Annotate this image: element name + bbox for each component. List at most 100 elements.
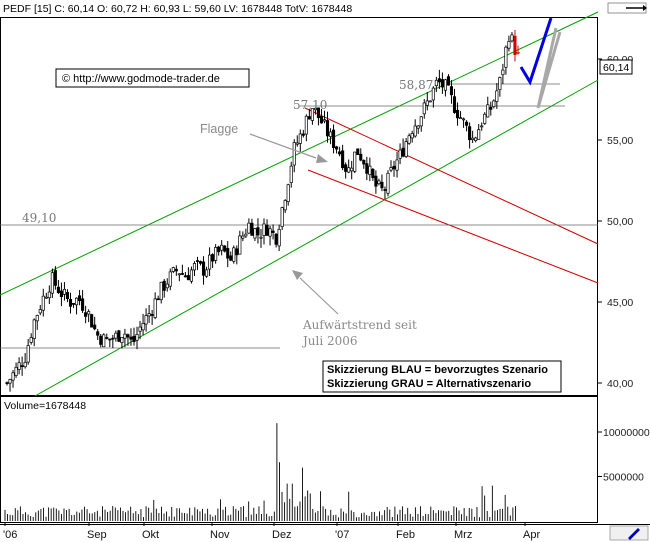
candle-body [195, 260, 200, 262]
candle-body [8, 379, 12, 384]
candle-body [84, 312, 88, 317]
candle-body [422, 102, 426, 115]
price-candles [5, 29, 520, 392]
last-price-text: 60,14 [603, 62, 629, 74]
candle-body [229, 255, 233, 261]
candle-body [356, 148, 360, 156]
candle-body [338, 151, 342, 155]
candle-body [413, 125, 417, 137]
flag-channel [304, 107, 599, 284]
candle-body [301, 133, 305, 136]
candle-body [298, 133, 302, 144]
candle-body [180, 273, 184, 275]
last-price-badge: 60,14 [599, 59, 633, 75]
candle-body [516, 51, 520, 54]
candle-body [253, 228, 257, 239]
candle-body [477, 129, 481, 140]
candle-body [310, 108, 314, 121]
scroll-right-control[interactable] [607, 2, 647, 14]
preferred-scenario-path [519, 17, 553, 86]
candle-body [117, 330, 121, 342]
candle-body [53, 270, 57, 286]
candle-body [226, 248, 230, 259]
candle-body [32, 319, 36, 339]
candle-body [108, 338, 112, 341]
flagge-label: Flagge [200, 122, 238, 136]
price-axis-label: 50,00 [607, 216, 633, 228]
candle-body [38, 309, 42, 314]
candle-body [513, 35, 517, 55]
channel-lower-line [34, 79, 599, 397]
candle-body [186, 275, 190, 281]
candle-body [459, 117, 463, 119]
flagge-arrow [249, 133, 328, 163]
date-axis-label: Mrz [454, 529, 472, 541]
candle-body [507, 41, 511, 49]
candle-body [23, 362, 27, 368]
date-axis-label: Feb [396, 529, 415, 541]
candle-body [165, 283, 169, 289]
candle-body [392, 165, 396, 170]
price-axis-label: 40,00 [607, 378, 633, 390]
candle-body [434, 79, 438, 87]
candle-body [177, 273, 181, 276]
candle-body [132, 335, 136, 342]
candle-body [99, 335, 103, 345]
drawing-tool-icon[interactable] [609, 525, 649, 541]
copyright-box: © http://www.godmode-trader.de [55, 68, 250, 88]
candle-body [102, 334, 106, 348]
candle-body [78, 295, 82, 302]
candle-body [129, 336, 133, 340]
candle-body [90, 314, 94, 328]
candle-body [123, 333, 127, 339]
candle-body [431, 87, 435, 101]
candle-body [17, 362, 21, 370]
candle-body [277, 229, 281, 247]
candle-body [220, 244, 224, 251]
candle-body [410, 133, 414, 139]
candle-body [489, 106, 493, 110]
candle-body [440, 79, 444, 88]
candle-body [211, 254, 215, 262]
candle-body [295, 142, 299, 145]
candle-body [159, 281, 163, 301]
candle-body [235, 248, 239, 256]
candle-body [189, 269, 193, 282]
candle-body [114, 332, 118, 339]
candle-body [135, 334, 139, 341]
candle-body [449, 86, 454, 96]
candle-body [474, 137, 478, 141]
candle-body [368, 165, 372, 176]
candle-body [232, 247, 236, 262]
candle-body [443, 79, 447, 91]
level-5710-label: 57,10 [293, 98, 327, 112]
alternative-scenario-path [536, 27, 562, 109]
candle-body [250, 222, 254, 236]
date-axis-label: '06 [3, 529, 17, 541]
channel-upper-line [0, 11, 599, 296]
uptrend-channel [0, 11, 599, 397]
date-axis-label: Sep [87, 529, 107, 541]
candle-body [11, 372, 15, 381]
candle-body [316, 107, 320, 119]
candle-body [280, 207, 284, 227]
candle-body [120, 337, 124, 344]
candle-body [492, 100, 496, 107]
candle-body [319, 116, 324, 124]
candle-body [198, 261, 203, 264]
candle-body [217, 246, 221, 253]
chart-header-text: PEDF [15] C: 60,14 O: 60,72 H: 60,93 L: … [3, 3, 352, 15]
candle-body [256, 227, 260, 236]
scenario-gray-text: Skizzierung GRAU = Alternativszenario [327, 378, 531, 390]
candle-body [26, 345, 30, 363]
level-4910-label: 49,10 [22, 211, 56, 225]
candle-body [401, 147, 405, 157]
candle-body [335, 146, 339, 150]
candle-body [71, 303, 76, 305]
candle-body [183, 275, 187, 278]
candle-body [322, 119, 327, 122]
candle-body [371, 168, 375, 179]
candle-body [416, 125, 420, 129]
candle-body [208, 254, 212, 270]
